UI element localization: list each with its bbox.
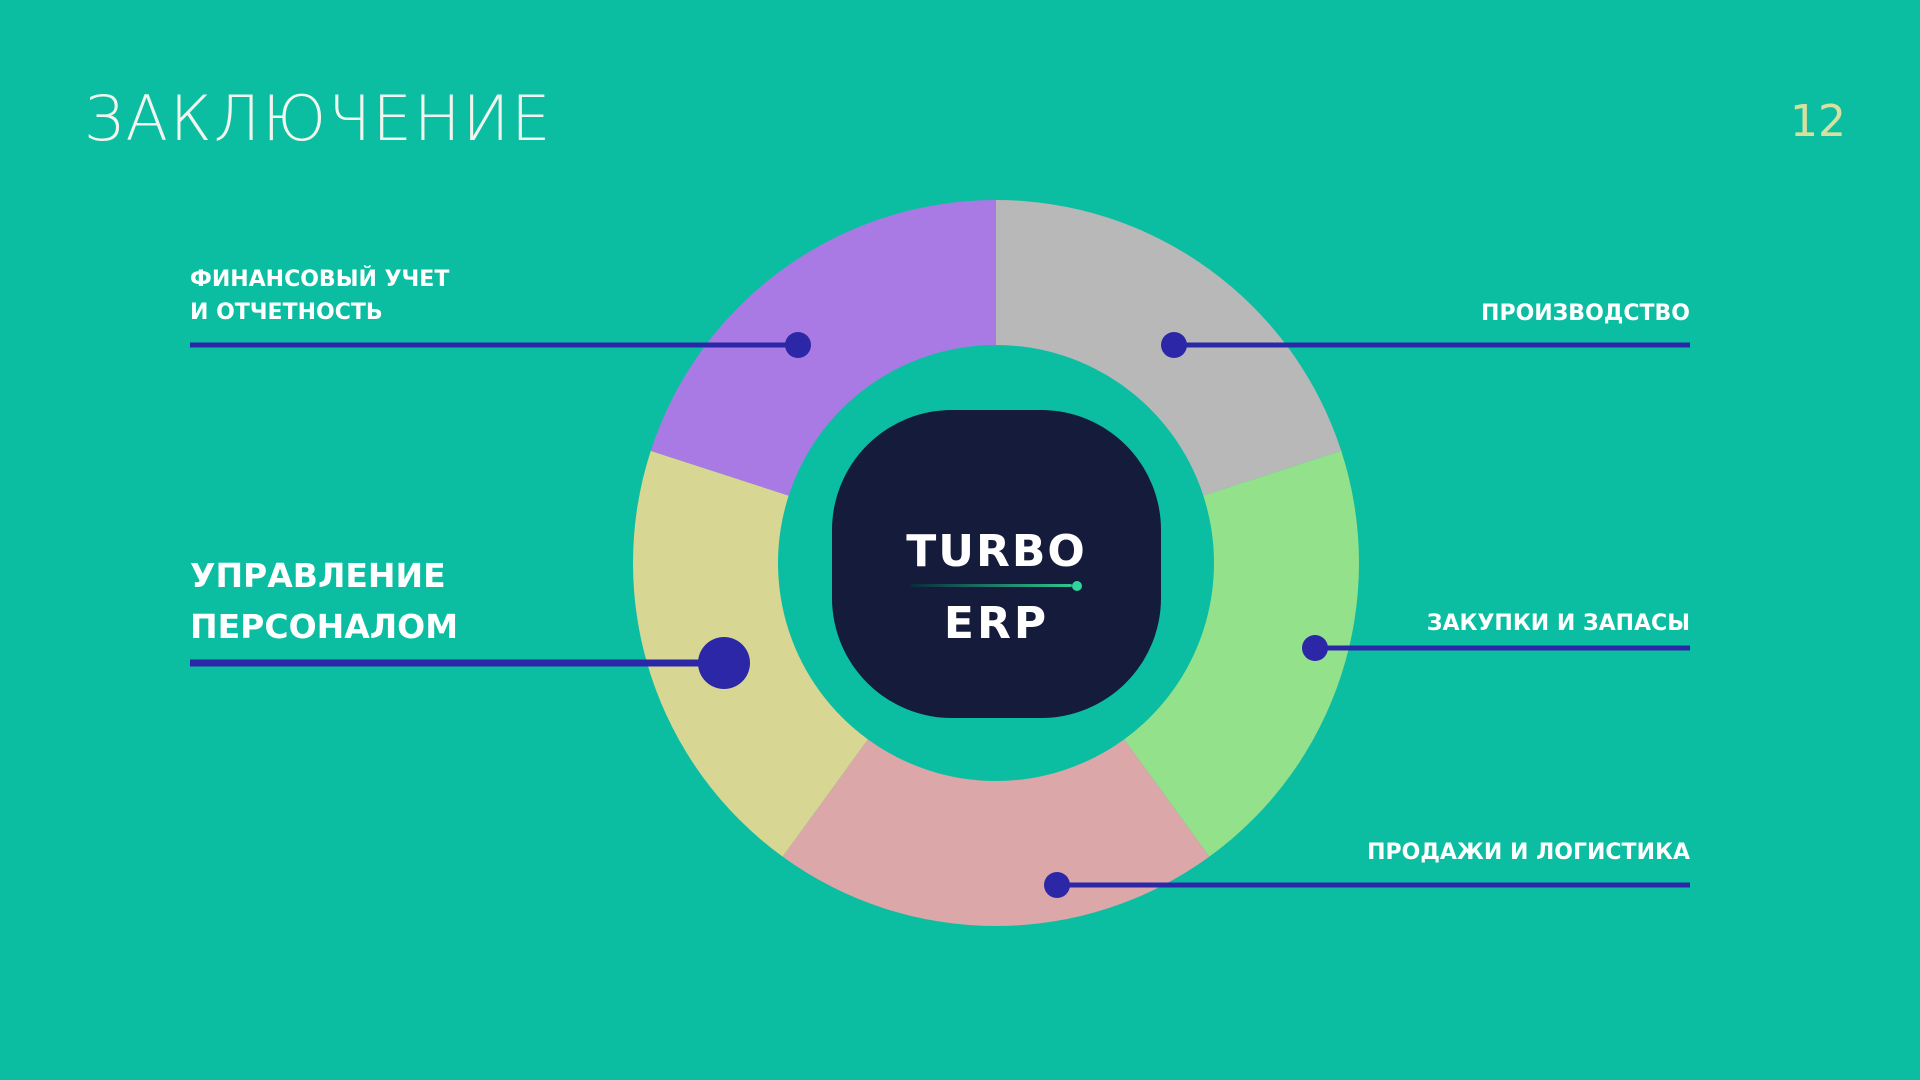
turbo-erp-logo: TURBO ERP [832,410,1161,718]
label-hr-line1: УПРАВЛЕНИЕ [190,556,446,595]
connector-dot-sales [1044,872,1070,898]
label-sales: ПРОДАЖИ И ЛОГИСТИКА [1367,840,1690,865]
segment-purchasing [1124,450,1359,857]
label-production: ПРОИЗВОДСТВО [1481,301,1690,326]
connectors [190,332,1690,898]
connector-dot-production [1161,332,1187,358]
label-hr-line2: ПЕРСОНАЛОМ [190,607,459,647]
segment-hr [633,450,868,857]
logo-erp-text: ERP [943,598,1050,649]
connector-dot-finance [785,332,811,358]
label-finance-line1: ФИНАНСОВЫЙ УЧЕТ [190,267,450,292]
connector-dot-purchasing [1302,635,1328,661]
logo-dot [1072,581,1082,591]
segment-sales [782,739,1210,927]
connector-dot-hr [698,637,750,689]
logo-turbo-text: TURBO [906,526,1087,577]
logo-underline [910,584,1072,587]
label-purchasing: ЗАКУПКИ И ЗАПАСЫ [1426,611,1690,636]
slide-title: ЗАКЛЮЧЕНИЕ [84,82,553,155]
label-finance-line2: И ОТЧЕТНОСТЬ [190,300,383,325]
label-finance: ФИНАНСОВЫЙ УЧЕТ И ОТЧЕТНОСТЬ [190,263,610,329]
label-hr: УПРАВЛЕНИЕ ПЕРСОНАЛОМ [190,550,610,652]
page-number: 12 [1790,96,1846,147]
segment-finance [650,200,996,496]
